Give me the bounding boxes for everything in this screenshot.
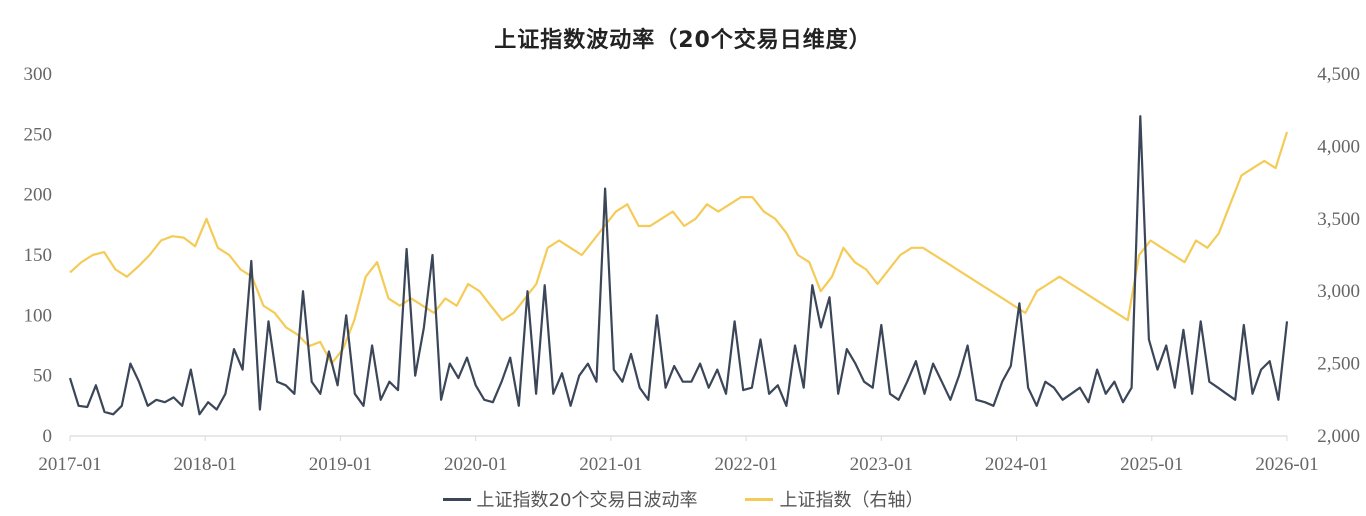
right-tick-label: 3,500: [1317, 209, 1360, 230]
volatility-series-line: [68, 115, 1289, 416]
left-tick-label: 50: [33, 366, 52, 387]
index-series-line: [69, 131, 1289, 365]
right-tick-label: 3,000: [1317, 281, 1360, 302]
left-tick-label: 150: [24, 245, 53, 266]
x-tick-label: 2026-01: [1255, 454, 1318, 475]
right-tick-label: 4,000: [1317, 136, 1360, 157]
x-tick-label: 2019-01: [309, 454, 372, 475]
right-tick-label: 2,500: [1317, 354, 1360, 375]
x-tick-label: 2020-01: [444, 454, 507, 475]
x-tick-label: 2017-01: [38, 454, 101, 475]
left-tick-label: 0: [43, 426, 53, 447]
x-tick-label: 2023-01: [850, 454, 913, 475]
legend-label-index: 上证指数（右轴）: [779, 490, 924, 511]
left-tick-label: 200: [24, 185, 53, 206]
volatility-swatch-icon: [442, 497, 471, 501]
left-tick-label: 300: [24, 64, 53, 85]
x-axis: 2017-01 2018-01 2019-01 2020-01 2021-01 2022-…: [38, 436, 1319, 475]
chart-title: 上证指数波动率（20个交易日维度）: [494, 28, 872, 53]
legend-item-volatility: 上证指数20个交易日波动率: [442, 486, 698, 512]
right-y-axis: 2,000 2,500 3,000 3,500 4,000 4,500: [1317, 64, 1360, 447]
right-tick-label: 2,000: [1317, 426, 1360, 447]
legend-item-index: 上证指数（右轴）: [745, 486, 923, 512]
left-y-axis: 0 50 100 150 200 250 300: [24, 64, 53, 447]
index-swatch-icon: [745, 497, 774, 501]
x-tick-label: 2018-01: [174, 454, 237, 475]
legend: 上证指数20个交易日波动率 上证指数（右轴）: [0, 486, 1366, 512]
x-tick-label: 2024-01: [985, 454, 1048, 475]
left-tick-label: 250: [24, 124, 53, 145]
x-tick-label: 2022-01: [714, 454, 777, 475]
x-tick-label: 2025-01: [1120, 454, 1183, 475]
left-tick-label: 100: [24, 305, 53, 326]
right-tick-label: 4,500: [1317, 64, 1360, 85]
legend-label-volatility: 上证指数20个交易日波动率: [476, 490, 698, 511]
x-tick-label: 2021-01: [579, 454, 642, 475]
